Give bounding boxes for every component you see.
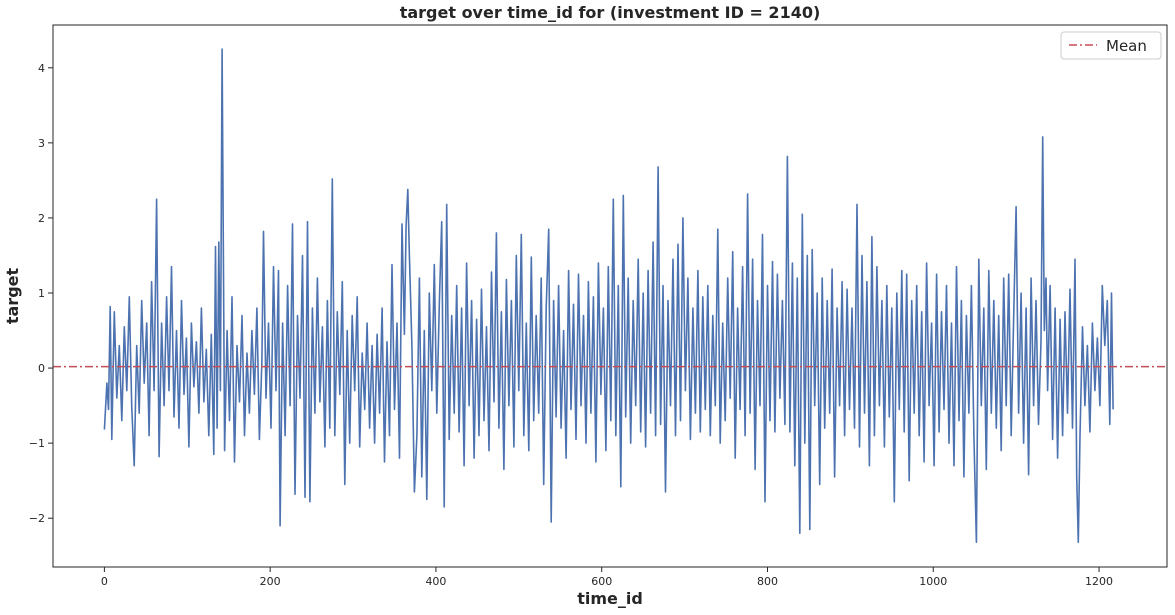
- y-tick-label: 2: [38, 212, 45, 225]
- y-tick-label: 1: [38, 287, 45, 300]
- x-axis: 0 200 400 600 800 1000 1200: [101, 567, 1113, 588]
- legend-mean-label: Mean: [1106, 37, 1147, 55]
- y-tick-label: 0: [38, 362, 45, 375]
- legend: Mean: [1060, 31, 1162, 60]
- x-tick-label: 1200: [1085, 575, 1113, 588]
- chart-title: target over time_id for (investment ID =…: [400, 3, 821, 22]
- y-axis: −2 −1 0 1 2 3 4: [29, 62, 53, 525]
- y-tick-label: 4: [38, 62, 45, 75]
- plot-frame: [52, 24, 1168, 568]
- y-tick-label: 3: [38, 137, 45, 150]
- x-axis-label: time_id: [577, 589, 643, 608]
- x-tick-label: 800: [757, 575, 778, 588]
- plot-area: [53, 48, 1167, 544]
- legend-box: [1060, 31, 1162, 60]
- x-tick-label: 400: [425, 575, 446, 588]
- x-tick-label: 1000: [919, 575, 947, 588]
- x-tick-label: 600: [591, 575, 612, 588]
- x-tick-label: 0: [101, 575, 108, 588]
- x-tick-label: 200: [260, 575, 281, 588]
- y-tick-label: −1: [29, 437, 45, 450]
- target-series-line: [103, 48, 1114, 544]
- y-axis-label: target: [3, 268, 22, 325]
- y-tick-label: −2: [29, 512, 45, 525]
